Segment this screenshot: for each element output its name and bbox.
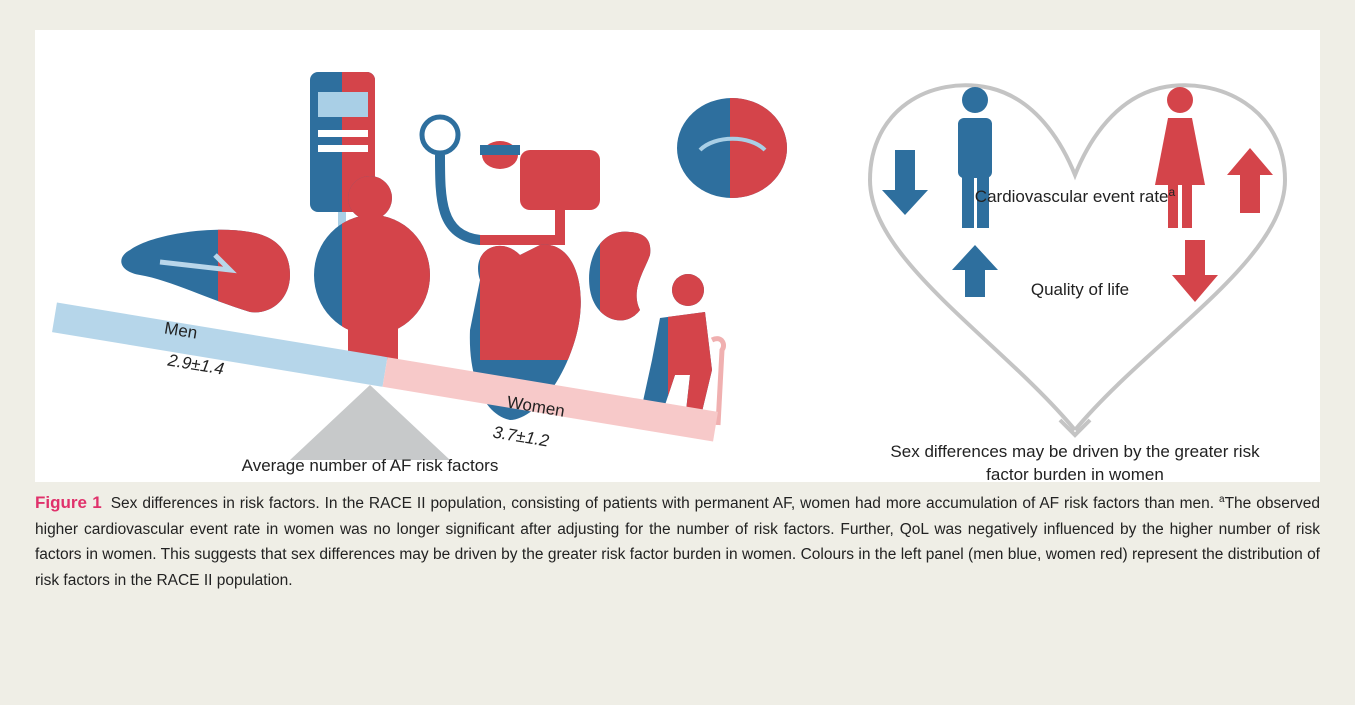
event-rate-text: Cardiovascular event rate [975,187,1169,206]
event-rate-label: Cardiovascular event ratea [975,185,1176,206]
pivot [290,385,450,460]
caption-text: Sex differences in risk factors. In the … [111,495,1214,512]
down-arrow [882,150,928,215]
down-arrow [1172,240,1218,302]
figure: Men 2.9±1.4 Women 3.7±1.2 Average number… [0,0,1355,705]
up-arrow [1227,148,1273,213]
figure-caption: Figure 1 Sex differences in risk factors… [35,487,1320,593]
heart-outline [870,85,1285,430]
risk-icon [422,117,600,240]
up-arrow [952,245,998,297]
figure-label: Figure 1 [35,493,102,512]
man-icon [958,87,992,228]
woman-icon [1155,87,1205,228]
risk-icon [677,98,787,198]
illustration: Men 2.9±1.4 Women 3.7±1.2 Average number… [0,0,1355,705]
axis-caption: Average number of AF risk factors [242,456,499,475]
risk-icon [121,230,290,313]
women-value: 3.7±1.2 [491,423,550,451]
risk-icon [589,232,650,321]
conclusion-text: Sex differences may be driven by the gre… [880,440,1270,486]
note-marker: a [1169,185,1176,199]
quality-of-life-label: Quality of life [1031,280,1129,299]
